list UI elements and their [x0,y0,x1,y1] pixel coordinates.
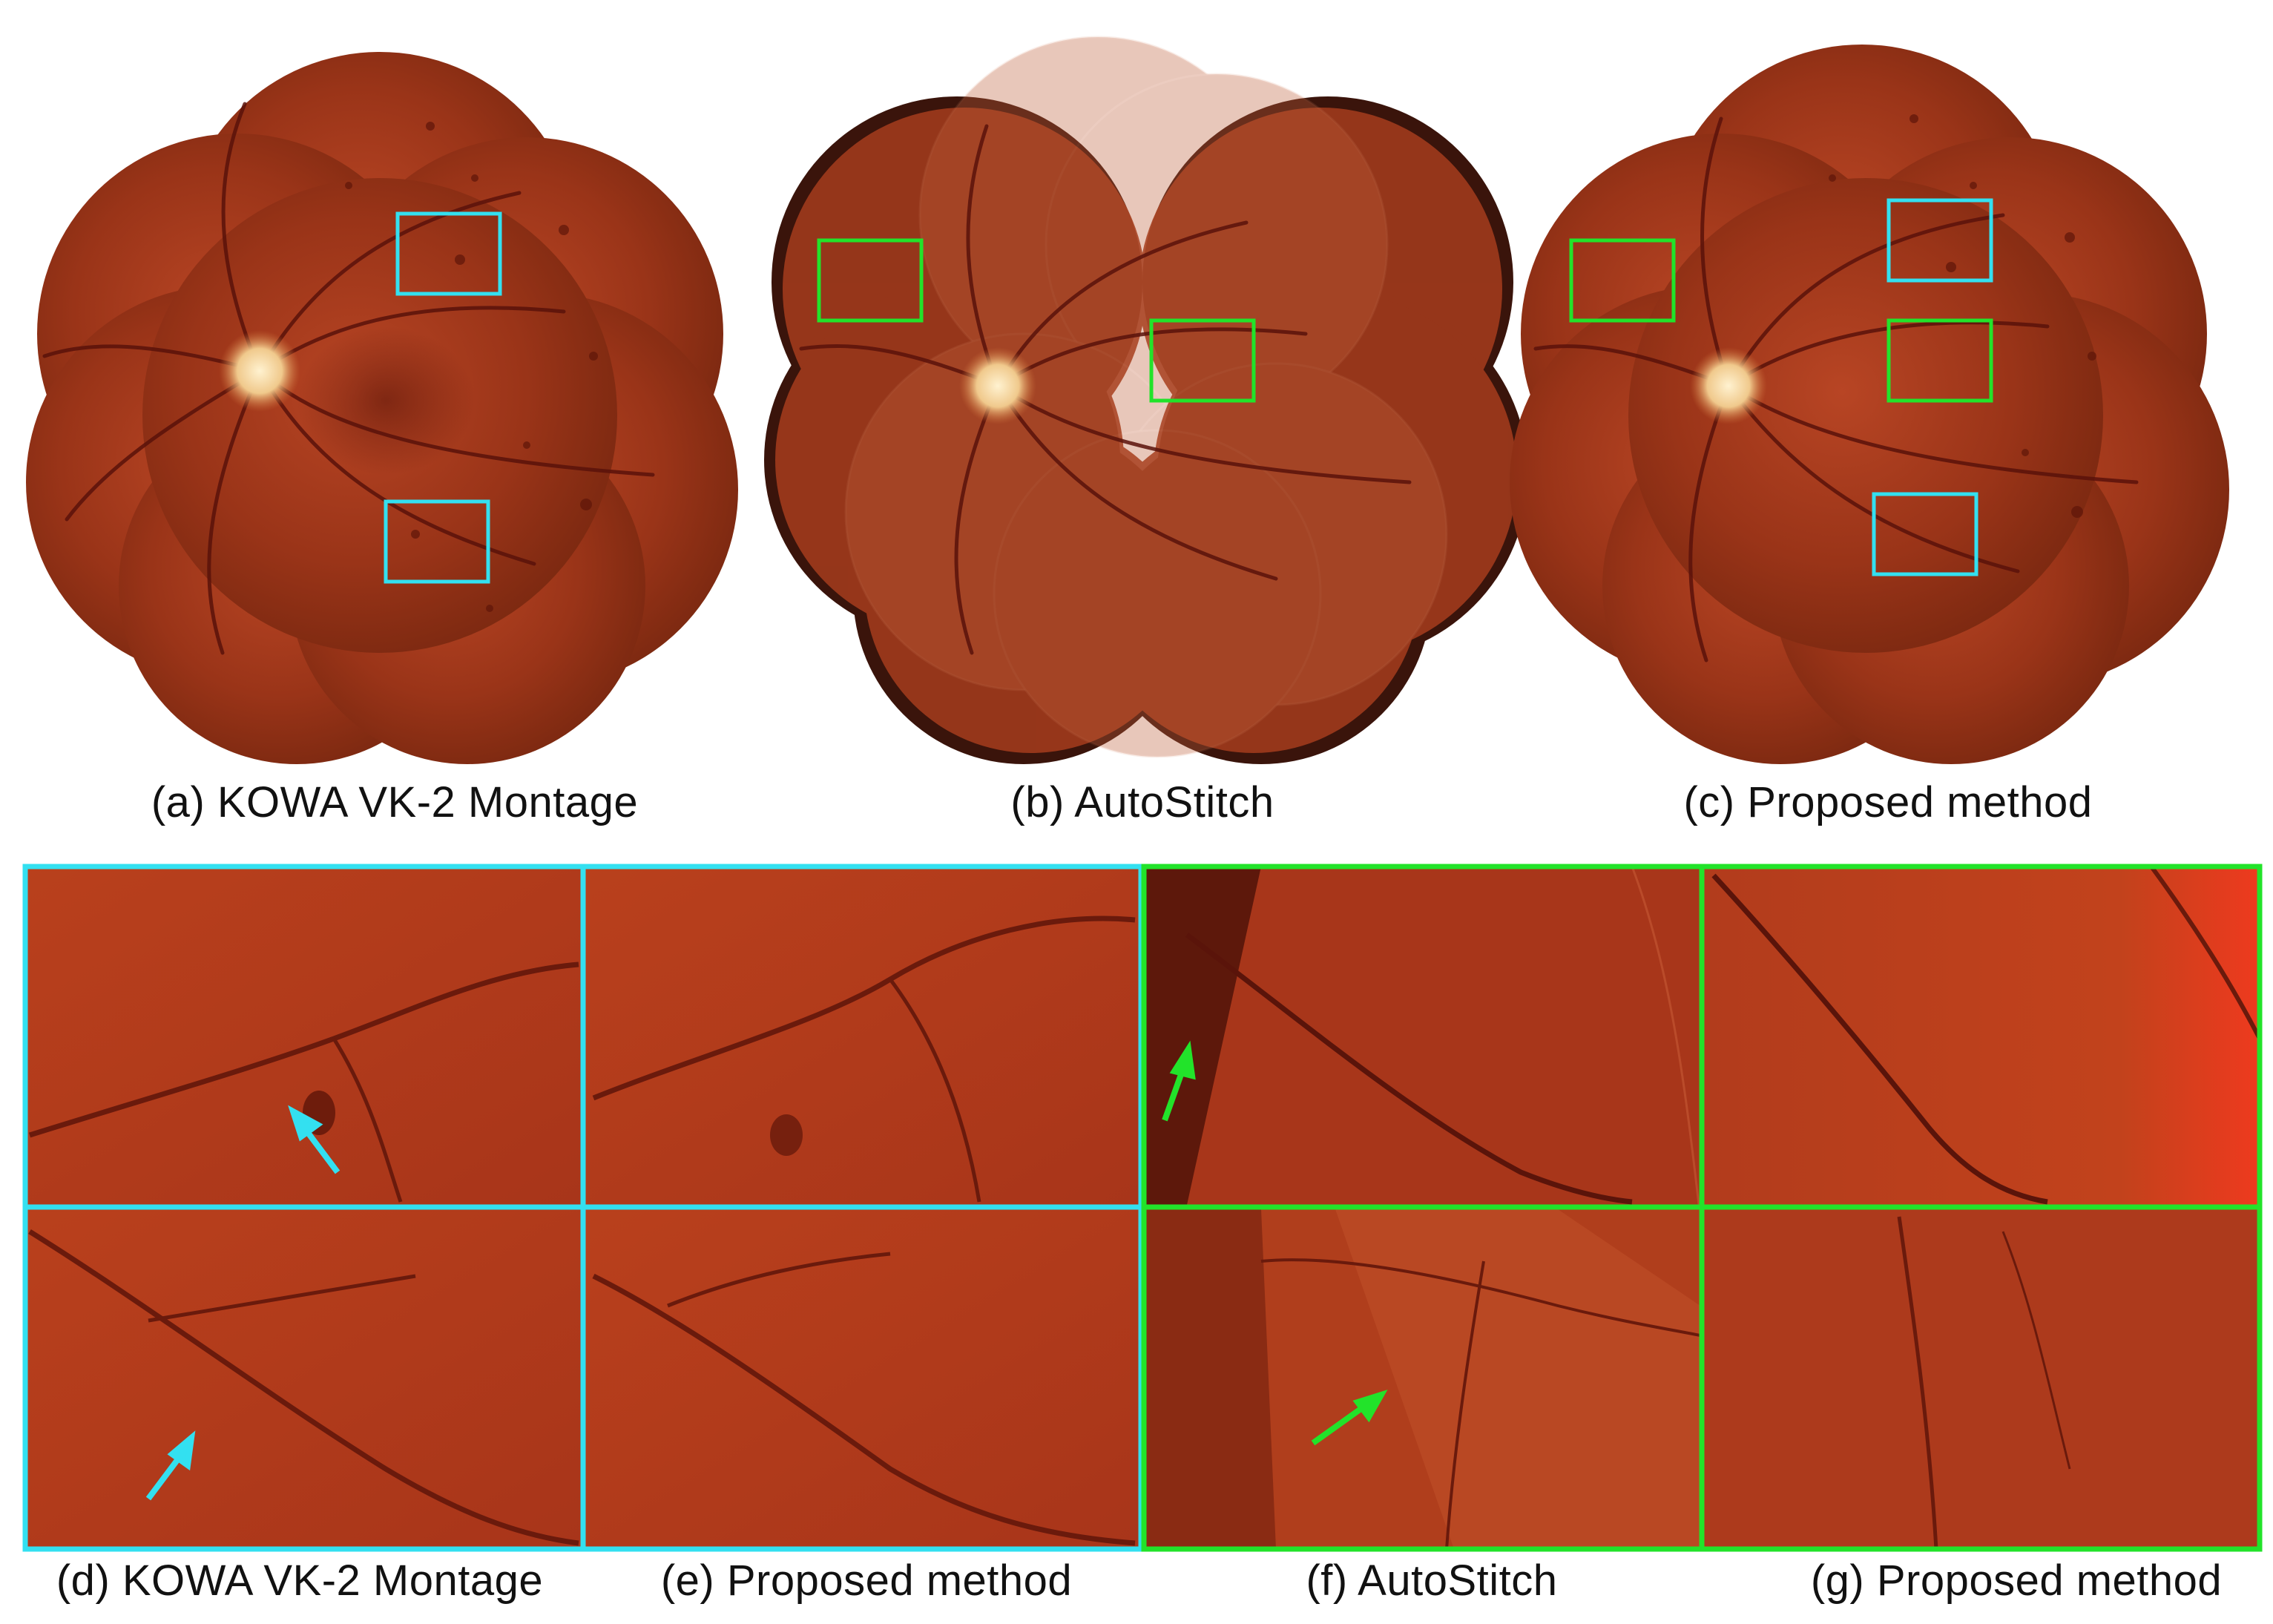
caption-b: (b) AutoStitch [1010,778,1274,826]
fundus-montage-c [1510,45,2229,764]
caption-d: (d) KOWA VK-2 Montage [56,1556,544,1605]
patch-g-top [1703,865,2262,1205]
caption-a: (a) KOWA VK-2 Montage [151,778,639,826]
roi-box-b-left [817,238,924,323]
green-arrow-f-bottom [1311,1390,1388,1446]
caption-g: (g) Proposed method [1810,1556,2223,1605]
roi-box-c-bottom-cyan [1872,492,1978,576]
fundus-montage-a [26,52,738,764]
roi-box-a-bottom [384,499,490,584]
patch-d-top [25,867,582,1205]
patch-e-bottom [585,1209,1141,1549]
cyan-arrow-d-bottom [145,1430,196,1501]
roi-box-b-right [1149,318,1256,403]
caption-f: (f) AutoStitch [1306,1556,1558,1605]
roi-box-c-left-green [1569,238,1676,323]
green-arrow-f-top [1162,1040,1196,1122]
roi-box-c-top-cyan [1887,198,1993,283]
patch-f-top [1144,866,1700,1206]
patch-g-bottom [1703,1209,2260,1550]
patch-f-bottom [1144,1209,1701,1550]
cyan-arrow-d-top [288,1105,341,1174]
zoom-patch-grid [22,864,2263,1552]
patch-e-top [585,867,1141,1205]
patch-d-bottom [25,1209,582,1549]
roi-box-a-top [395,211,502,296]
caption-c: (c) Proposed method [1683,778,2093,826]
roi-box-c-middle-green [1887,318,1993,403]
fundus-montage-b [764,36,1528,764]
caption-e: (e) Proposed method [660,1556,1073,1605]
